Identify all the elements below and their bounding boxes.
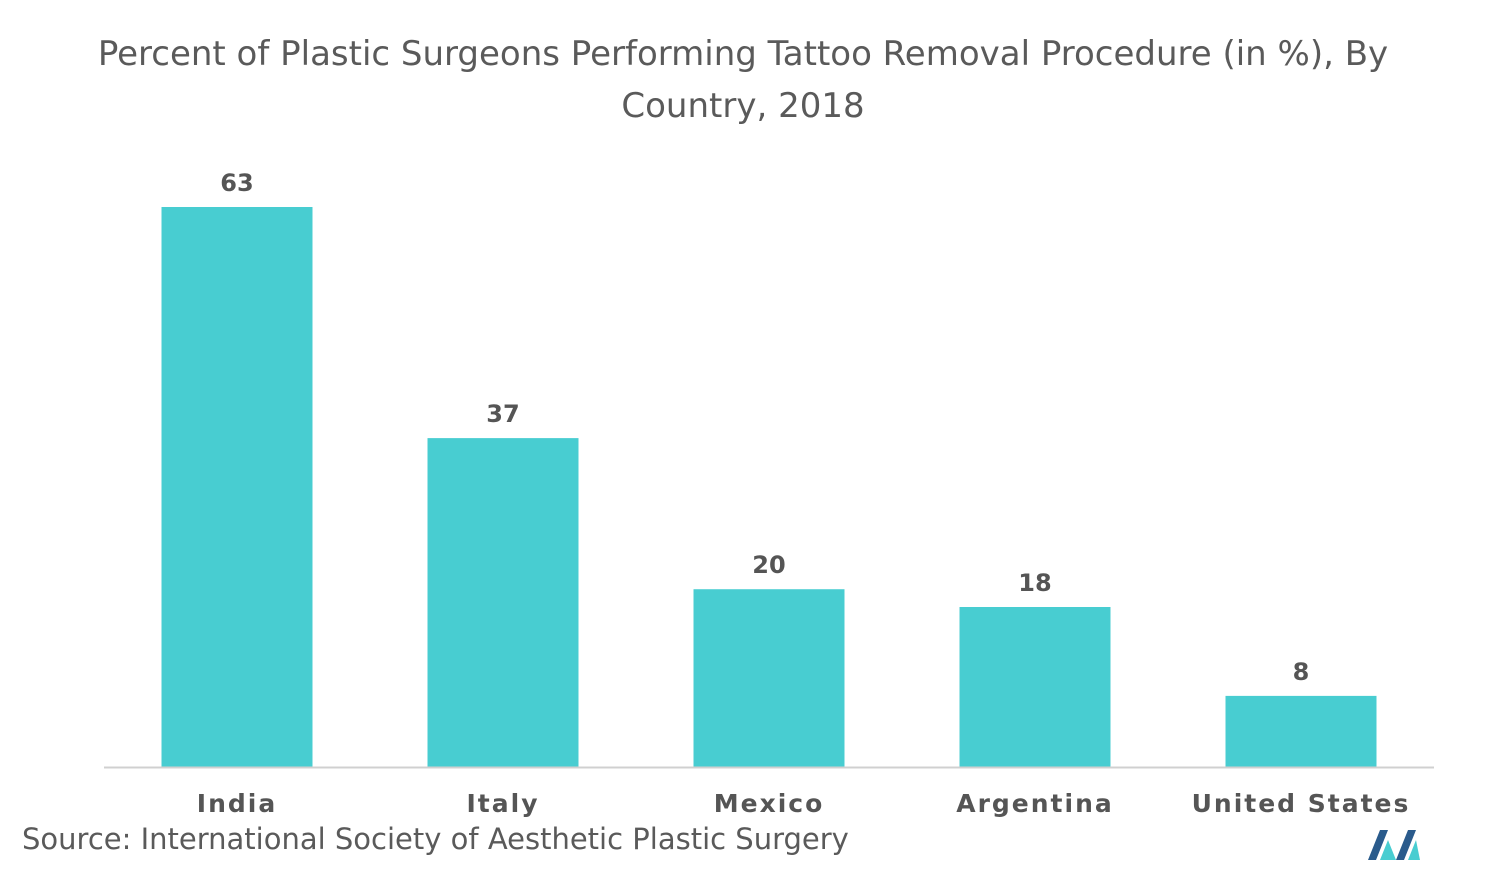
bar-argentina xyxy=(959,607,1111,767)
chart-title: Percent of Plastic Surgeons Performing T… xyxy=(0,28,1486,132)
category-label: India xyxy=(197,789,277,818)
bars-layer xyxy=(161,207,1377,767)
source-note: Source: International Society of Aesthet… xyxy=(22,822,849,856)
category-label: United States xyxy=(1192,789,1411,818)
value-label: 8 xyxy=(1293,658,1310,686)
value-label: 20 xyxy=(752,551,785,579)
value-label: 37 xyxy=(486,400,519,428)
logo-shape-left xyxy=(1368,830,1388,860)
value-label: 63 xyxy=(220,169,253,197)
bar-united-states xyxy=(1225,695,1377,767)
logo-shape-end xyxy=(1408,840,1420,860)
logo-shape-middle xyxy=(1380,840,1396,860)
chart-title-line-2: Country, 2018 xyxy=(621,86,865,126)
chart-title-line-1: Percent of Plastic Surgeons Performing T… xyxy=(97,34,1389,74)
bar-india xyxy=(161,207,313,767)
value-labels-layer: 63 37 20 18 8 xyxy=(220,169,1309,686)
logo-shape-right xyxy=(1396,830,1416,860)
value-label: 18 xyxy=(1018,569,1051,597)
bar-italy xyxy=(427,438,579,767)
category-label: Mexico xyxy=(714,789,825,818)
category-label: Argentina xyxy=(956,789,1114,818)
mordor-intelligence-logo-icon xyxy=(1368,830,1420,860)
category-label: Italy xyxy=(467,789,540,818)
bar-mexico xyxy=(693,589,845,767)
category-labels-layer: India Italy Mexico Argentina United States xyxy=(197,789,1411,818)
